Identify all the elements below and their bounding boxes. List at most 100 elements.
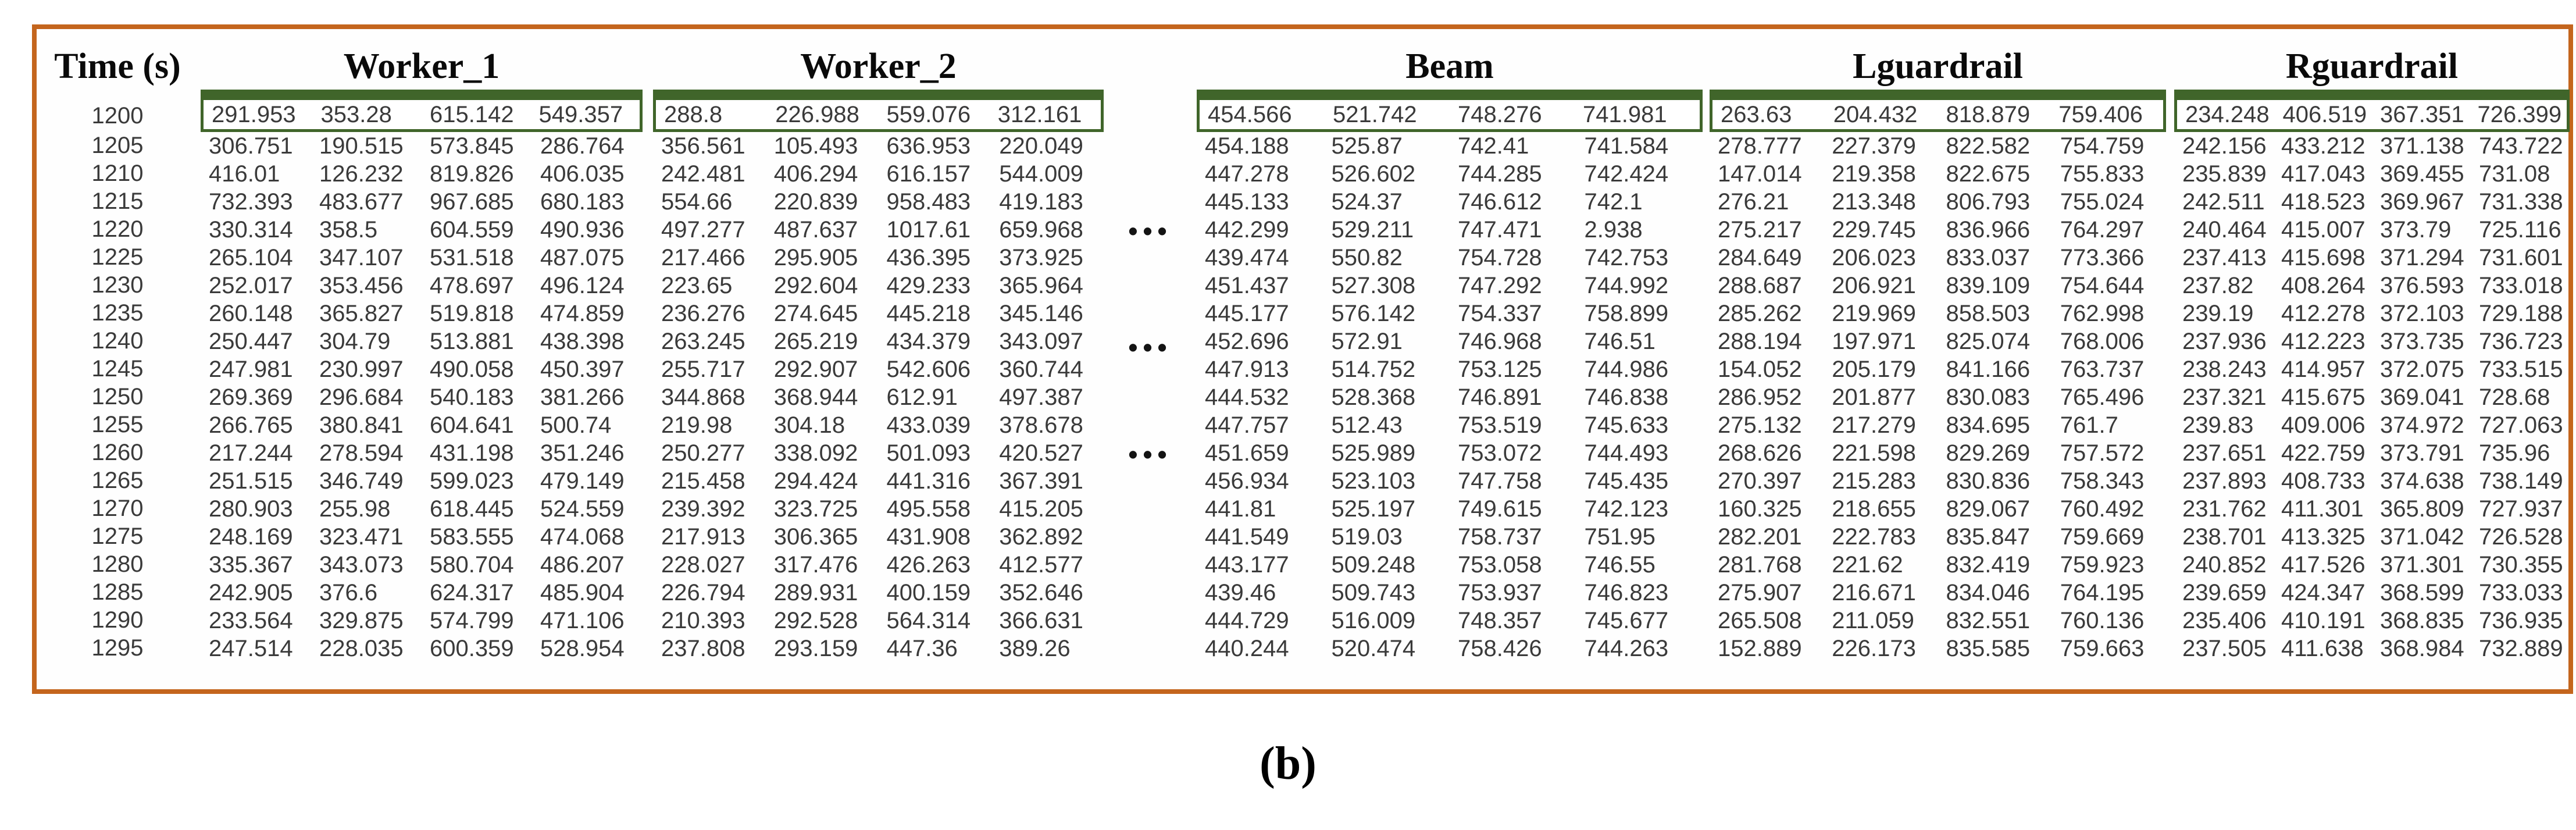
value-cell: 444.729 [1205, 608, 1289, 633]
value-cell: 219.969 [1832, 301, 1916, 326]
value-cell: 496.124 [540, 273, 625, 298]
value-cell: 636.953 [886, 133, 971, 159]
table-row: 237.321 415.675 369.041 728.68 [2174, 383, 2570, 411]
value-cell: 524.37 [1331, 189, 1403, 215]
time-value: 1240 [91, 328, 144, 354]
value-cell: 368.599 [2380, 580, 2464, 605]
value-cell: 276.21 [1718, 189, 1789, 215]
value-cell: 412.223 [2281, 329, 2366, 354]
table-row: 444.729 516.009 748.357 745.677 [1197, 607, 1703, 635]
value-cell: 727.937 [2479, 496, 2563, 522]
value-cell: 356.561 [661, 133, 745, 159]
value-cell: 190.515 [319, 133, 404, 159]
value-cell: 352.646 [999, 580, 1083, 605]
value-cell: 736.935 [2479, 608, 2563, 633]
table-row: 281.768 221.62 832.419 759.923 [1710, 551, 2166, 579]
table-row: 217.913 306.365 431.908 362.892 [653, 523, 1104, 551]
value-cell: 433.039 [886, 412, 971, 438]
value-cell: 281.768 [1718, 552, 1802, 578]
table-row: 237.82 408.264 376.593 733.018 [2174, 272, 2570, 300]
time-value: 1285 [91, 579, 144, 605]
value-cell: 417.526 [2281, 552, 2366, 578]
value-cell: 317.476 [773, 552, 858, 578]
value-cell: 418.523 [2281, 189, 2366, 215]
table-row: 269.369 296.684 540.183 381.266 [201, 383, 643, 411]
value-cell: 580.704 [430, 552, 514, 578]
value-cell: 345.146 [999, 301, 1083, 326]
value-cell: 252.017 [209, 273, 293, 298]
value-cell: 247.981 [209, 357, 293, 382]
value-cell: 229.745 [1832, 217, 1916, 243]
value-cell: 747.471 [1458, 217, 1542, 243]
value-cell: 239.83 [2182, 412, 2254, 438]
value-cell: 371.294 [2380, 245, 2464, 270]
table-row: 238.701 413.325 371.042 726.528 [2174, 523, 2570, 551]
table-row: 452.696 572.91 746.968 746.51 [1197, 327, 1703, 355]
group-beam: Beam 454.566 521.742 748.276 741.981 454.18… [1197, 30, 1703, 662]
value-cell: 380.841 [319, 412, 404, 438]
value-cell: 265.104 [209, 245, 293, 270]
value-cell: 513.881 [430, 329, 514, 354]
value-cell: 967.685 [430, 189, 514, 215]
table-row: 250.447 304.79 513.881 438.398 [201, 327, 643, 355]
value-cell: 509.743 [1331, 580, 1416, 605]
value-cell: 829.067 [1946, 496, 2031, 522]
group-worker-1: Worker_1 291.953 353.28 615.142 549.357 306… [201, 30, 643, 662]
value-cell: 374.972 [2380, 412, 2464, 438]
value-cell: 231.762 [2182, 496, 2267, 522]
value-cell: 749.615 [1458, 496, 1542, 522]
value-cell: 746.612 [1458, 189, 1542, 215]
table-row: 275.217 229.745 836.966 764.297 [1710, 216, 2166, 244]
table-row: 237.893 408.733 374.638 738.149 [2174, 467, 2570, 495]
value-cell: 312.161 [997, 102, 1082, 127]
table-row: 235.406 410.191 368.835 736.935 [2174, 607, 2570, 635]
value-cell: 338.092 [773, 440, 858, 466]
table-row: 306.751 190.515 573.845 286.764 [201, 132, 643, 160]
value-cell: 422.759 [2281, 440, 2366, 466]
value-cell: 760.136 [2060, 608, 2145, 633]
value-cell: 599.023 [430, 468, 514, 494]
data-table-frame: Time (s) 1200 1205 1210 1215 1220 1225 1230 12… [32, 24, 2573, 694]
table-row: 236.276 274.645 445.218 345.146 [653, 300, 1104, 327]
value-cell: 759.669 [2060, 524, 2145, 550]
value-cell: 745.435 [1584, 468, 1669, 494]
time-column: Time (s) 1200 1205 1210 1215 1220 1225 1230 12… [45, 30, 190, 662]
value-cell: 414.957 [2281, 357, 2366, 382]
value-cell: 523.103 [1331, 468, 1416, 494]
value-cell: 618.445 [430, 496, 514, 522]
table-row: 251.515 346.749 599.023 479.149 [201, 467, 643, 495]
table-row: 237.936 412.223 373.735 736.723 [2174, 327, 2570, 355]
value-cell: 217.466 [661, 245, 745, 270]
value-cell: 604.641 [430, 412, 514, 438]
value-cell: 451.659 [1205, 440, 1289, 466]
value-cell: 126.232 [319, 161, 404, 187]
value-cell: 832.551 [1946, 608, 2031, 633]
value-cell: 447.757 [1205, 412, 1289, 438]
value-cell: 615.142 [430, 102, 514, 127]
value-cell: 389.26 [999, 636, 1071, 661]
value-cell: 217.279 [1832, 412, 1916, 438]
ellipsis-icon: ••• [1128, 439, 1172, 469]
value-cell: 768.006 [2060, 329, 2145, 354]
table-row: 242.156 433.212 371.138 743.722 [2174, 132, 2570, 160]
selection-header-strip [1200, 92, 1700, 100]
value-cell: 754.759 [2060, 133, 2145, 159]
time-value: 1255 [91, 412, 144, 437]
table-row: 217.466 295.905 436.395 373.925 [653, 244, 1104, 272]
value-cell: 525.989 [1331, 440, 1416, 466]
value-cell: 431.908 [886, 524, 971, 550]
value-cell: 764.195 [2060, 580, 2145, 605]
value-cell: 237.321 [2182, 384, 2267, 410]
value-cell: 420.527 [999, 440, 1083, 466]
value-cell: 206.023 [1832, 245, 1916, 270]
column-gap-ellipsis: ••• ••• ••• [1104, 30, 1197, 658]
value-cell: 733.033 [2479, 580, 2563, 605]
table-row: 280.903 255.98 618.445 524.559 [201, 495, 643, 523]
value-cell: 238.243 [2182, 357, 2267, 382]
value-cell: 742.753 [1584, 245, 1669, 270]
value-cell: 216.671 [1832, 580, 1916, 605]
value-cell: 434.379 [886, 329, 971, 354]
value-cell: 519.03 [1331, 524, 1403, 550]
table-row: 268.626 221.598 829.269 757.572 [1710, 439, 2166, 467]
value-cell: 154.052 [1718, 357, 1802, 382]
